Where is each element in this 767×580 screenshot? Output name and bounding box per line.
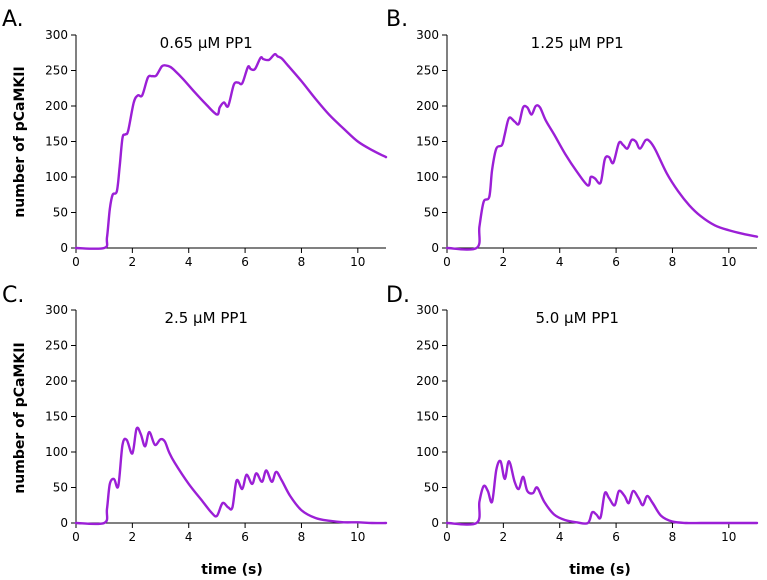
series-line-1 <box>445 104 759 251</box>
y-tick-label: 300 <box>45 28 68 42</box>
x-tick-label: 8 <box>669 530 677 544</box>
x-tick-label: 0 <box>443 255 451 269</box>
y-tick-label: 50 <box>424 481 439 495</box>
y-tick-label: 150 <box>45 135 68 149</box>
y-tick-label: 100 <box>45 445 68 459</box>
series-line-1 <box>445 459 759 526</box>
y-tick-label: 200 <box>416 374 439 388</box>
x-tick-label: 6 <box>241 530 249 544</box>
y-tick-label: 50 <box>53 481 68 495</box>
x-tick-label: 0 <box>72 530 80 544</box>
y-tick-label: 200 <box>45 99 68 113</box>
x-tick-label: 6 <box>241 255 249 269</box>
y-tick-label: 200 <box>416 99 439 113</box>
x-tick-label: 0 <box>72 255 80 269</box>
panel-letter: B. <box>386 7 408 32</box>
y-tick-label: 150 <box>45 410 68 424</box>
y-tick-label: 300 <box>416 303 439 317</box>
x-tick-label: 4 <box>185 255 193 269</box>
x-tick-label: 4 <box>185 530 193 544</box>
x-tick-label: 2 <box>129 255 137 269</box>
x-tick-label: 10 <box>350 530 365 544</box>
chart-panel-2: B. 0 50 100 150 200 250 300 0 2 4 6 8 10 1.25 μM PP1 <box>386 7 759 269</box>
y-tick-label: 50 <box>53 206 68 220</box>
x-tick-label: 4 <box>556 530 564 544</box>
y-tick-label: 100 <box>45 170 68 184</box>
x-tick-label: 8 <box>298 255 306 269</box>
y-tick-label: 100 <box>416 170 439 184</box>
y-tick-label: 150 <box>416 410 439 424</box>
x-tick-label: 8 <box>669 255 677 269</box>
y-tick-label: 0 <box>431 516 439 530</box>
chart-panel-3: C. 0 50 100 150 200 250 300 0 2 4 6 8 10 2.5 μM PP1 <box>2 283 388 544</box>
x-tick-label: 10 <box>721 530 736 544</box>
y-tick-label: 300 <box>416 28 439 42</box>
chart-title: 5.0 μM PP1 <box>535 309 619 327</box>
y-tick-label: 250 <box>45 339 68 353</box>
y-axis-title-top: number of pCaMKII <box>12 66 28 217</box>
x-axis-title-left: time (s) <box>201 562 263 578</box>
y-tick-label: 100 <box>416 445 439 459</box>
chart-title: 2.5 μM PP1 <box>164 309 248 327</box>
x-axis-title-right: time (s) <box>569 562 631 578</box>
x-tick-label: 8 <box>298 530 306 544</box>
y-tick-label: 250 <box>416 339 439 353</box>
y-tick-label: 250 <box>45 64 68 78</box>
x-tick-label: 6 <box>612 530 620 544</box>
x-tick-label: 2 <box>500 255 508 269</box>
x-tick-label: 10 <box>350 255 365 269</box>
series-line-1 <box>74 426 388 526</box>
chart-title: 0.65 μM PP1 <box>160 34 253 52</box>
y-axis-title-bottom: number of pCaMKII <box>12 342 28 493</box>
y-tick-label: 200 <box>45 374 68 388</box>
x-tick-label: 10 <box>721 255 736 269</box>
y-tick-label: 50 <box>424 206 439 220</box>
x-tick-label: 2 <box>500 530 508 544</box>
chart-panel-4: D. 0 50 100 150 200 250 300 0 2 4 6 8 10 5.0 μM PP1 <box>386 283 759 544</box>
x-tick-label: 0 <box>443 530 451 544</box>
panel-letter: A. <box>2 7 24 32</box>
y-tick-label: 0 <box>60 241 68 255</box>
panel-letter: C. <box>2 283 24 308</box>
panel-letter: D. <box>386 283 410 308</box>
x-tick-label: 4 <box>556 255 564 269</box>
series-line-1 <box>74 52 388 250</box>
y-tick-label: 250 <box>416 64 439 78</box>
y-tick-label: 0 <box>60 516 68 530</box>
x-tick-label: 6 <box>612 255 620 269</box>
chart-title: 1.25 μM PP1 <box>531 34 624 52</box>
y-tick-label: 150 <box>416 135 439 149</box>
y-tick-label: 0 <box>431 241 439 255</box>
chart-panel-1: A. 0 50 100 150 200 250 300 0 2 4 6 8 10 0.65 μM PP1 <box>2 7 388 269</box>
x-tick-label: 2 <box>129 530 137 544</box>
y-tick-label: 300 <box>45 303 68 317</box>
